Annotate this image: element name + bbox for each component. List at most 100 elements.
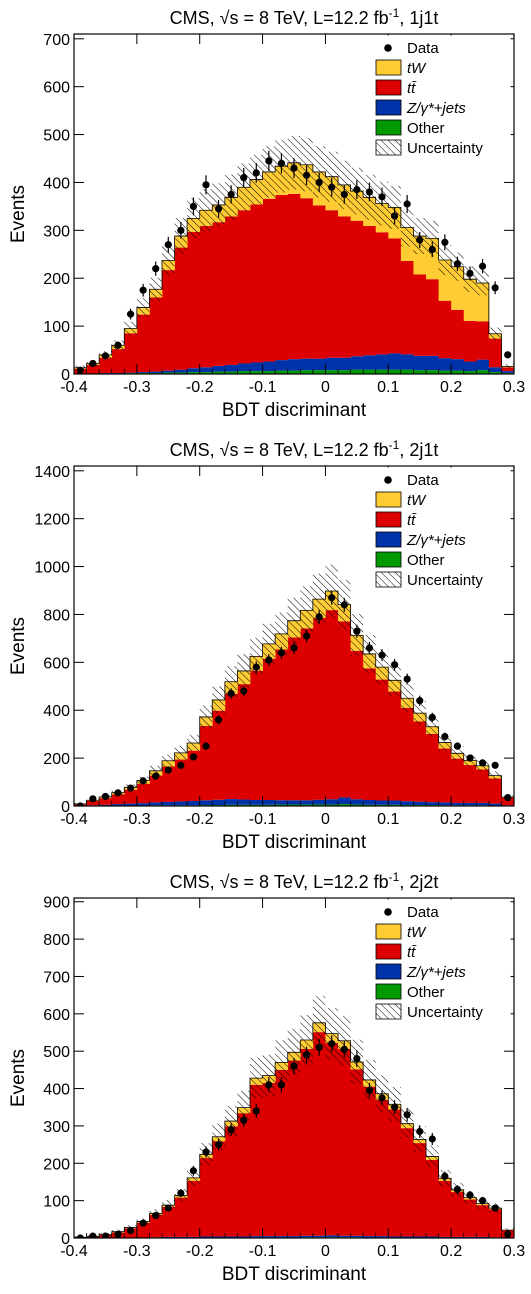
data-point (353, 1055, 361, 1063)
bar-tt (187, 1180, 201, 1237)
uncertainty-band (199, 189, 213, 232)
bar-tt (136, 314, 150, 373)
data-point (202, 742, 210, 750)
plot-frame (73, 33, 515, 375)
bar-zjets (400, 1236, 414, 1238)
x-tick-label: -0.2 (186, 811, 214, 828)
chart-2j2t: CMS, √s = 8 TeV, L=12.2 fb-1, 2j2t -0.4 -0… (8, 870, 525, 1285)
uncertainty-band (149, 277, 162, 301)
y-tick-label: 800 (43, 932, 70, 949)
bar-other (262, 371, 276, 374)
legend-label: Data (407, 904, 439, 921)
data-point (126, 310, 135, 318)
data-point (441, 1172, 449, 1180)
legend-swatch-zjets (375, 531, 402, 548)
legend-label: tt̄ (407, 80, 417, 97)
legend: Data tW tt̄ Z/γ*+jets Other Uncertainty (371, 899, 511, 1023)
y-tick-label: 1200 (34, 512, 70, 529)
bar-tt (488, 338, 502, 368)
bar-tt (363, 668, 377, 801)
bar-zjets (338, 1235, 351, 1238)
bar-tt (451, 758, 465, 803)
data-point (378, 651, 386, 659)
bar-tt (363, 226, 377, 356)
x-tick-label: -0.3 (123, 379, 151, 396)
chart-1j1t: CMS, √s = 8 TeV, L=12.2 fb-1, 1j1t -0.4 -0… (8, 6, 525, 421)
x-tick-label: 0.1 (377, 811, 399, 828)
series-data (76, 150, 512, 374)
bar-zjets (325, 1235, 339, 1238)
chart-title: CMS, √s = 8 TeV, L=12.2 fb-1, 2j2t (170, 870, 439, 892)
legend-label: Uncertainty (407, 1004, 483, 1021)
data-point (491, 761, 499, 769)
data-point (478, 759, 487, 767)
uncertainty-band (438, 244, 452, 276)
data-point (365, 188, 374, 196)
uncertainty-band (388, 664, 401, 697)
bar-other (388, 369, 402, 374)
data-point (428, 245, 436, 254)
bar-zjets (476, 359, 490, 371)
uncertainty-band (312, 995, 326, 1050)
data-point (189, 1167, 198, 1175)
legend-swatch-uncertainty (375, 139, 402, 156)
bar-zjets (275, 1236, 289, 1238)
y-tick-label: 1000 (34, 560, 70, 577)
bar-tt (325, 610, 339, 800)
bar-zjets (162, 370, 175, 373)
bar-zjets (300, 800, 314, 805)
x-tick-label: 0.3 (503, 1243, 525, 1260)
uncertainty-band (287, 597, 301, 644)
uncertainty-band (451, 746, 464, 761)
series-tt (74, 610, 514, 806)
bar-tt (300, 1048, 314, 1236)
bar-tt (199, 1158, 213, 1237)
bar-zjets (212, 1236, 226, 1238)
legend-label: Z/γ*+jets (406, 964, 466, 981)
bar-tt (287, 1060, 301, 1237)
bar-zjets (438, 1236, 452, 1238)
uncertainty-band (312, 146, 326, 198)
bar-other (338, 804, 351, 806)
legend-label: tt̄ (407, 944, 417, 961)
uncertainty-band (199, 705, 213, 729)
bar-zjets (149, 371, 163, 374)
bar-zjets (413, 355, 427, 371)
data-point (315, 613, 323, 621)
x-tick-label: 0 (321, 1243, 330, 1260)
uncertainty-band (338, 1015, 351, 1066)
legend-label: Data (407, 40, 439, 57)
data-point (504, 351, 512, 359)
bar-zjets (250, 1236, 263, 1238)
legend-swatch-other (375, 551, 402, 568)
bar-tt (212, 1141, 226, 1237)
x-tick-label: -0.3 (123, 811, 151, 828)
bar-zjets (237, 799, 251, 805)
bar-tt (476, 1205, 490, 1237)
y-tick-label: 600 (43, 1007, 70, 1024)
bar-zjets (250, 800, 263, 805)
data-point (315, 1043, 323, 1052)
bar-tt (149, 297, 163, 372)
uncertainty-band (287, 1028, 301, 1076)
bar-tt (338, 1048, 351, 1236)
bar-tt (136, 783, 150, 804)
bar-zjets (501, 371, 514, 374)
data-point (101, 352, 110, 360)
data-point (504, 794, 512, 802)
data-point (152, 1211, 160, 1220)
y-tick-label: 500 (43, 128, 70, 145)
bar-tt (426, 279, 439, 356)
bar-tt (426, 1159, 439, 1237)
bar-tt (501, 797, 514, 806)
bar-zjets (438, 802, 452, 806)
bar-zjets (375, 1236, 389, 1238)
bar-zjets (426, 1236, 439, 1238)
bar-zjets (262, 800, 276, 805)
bar-tt (149, 1214, 163, 1238)
data-point (227, 190, 235, 199)
bar-tt (174, 759, 188, 802)
data-point (315, 178, 323, 187)
y-tick-label: 700 (43, 32, 70, 49)
bar-zjets (262, 361, 276, 372)
